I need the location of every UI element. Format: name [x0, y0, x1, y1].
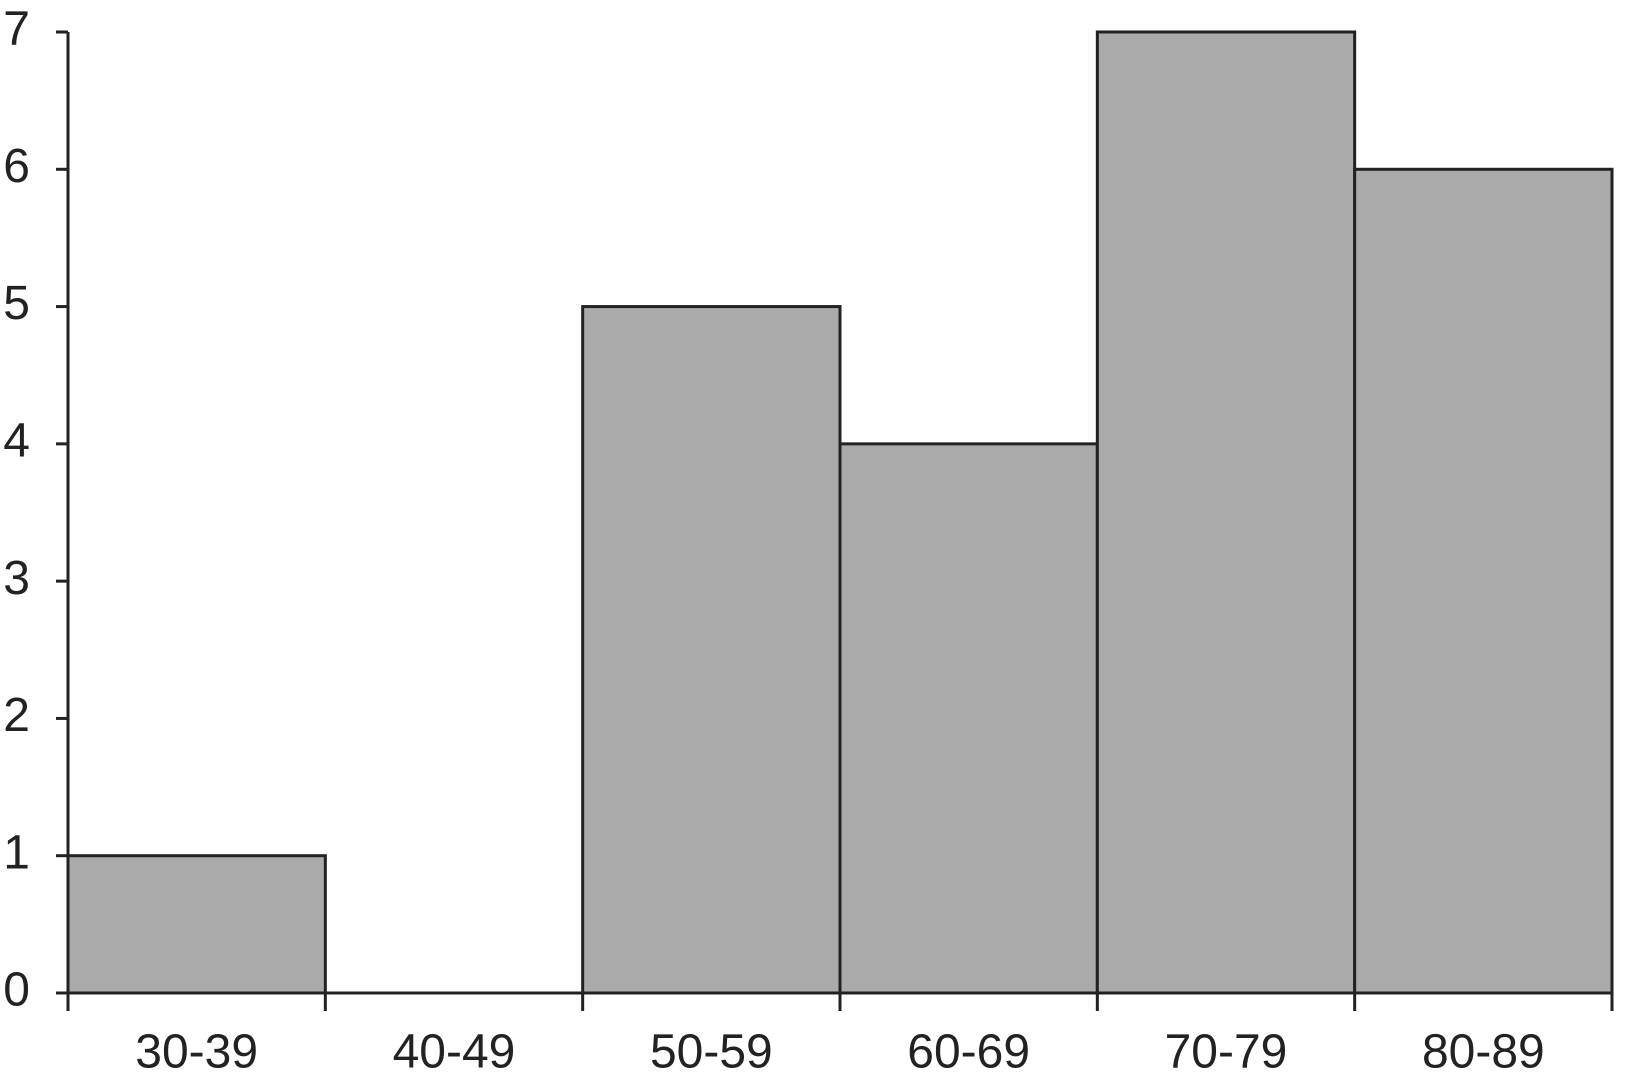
- x-tick-label: 70-79: [1165, 1026, 1288, 1079]
- bar: [838, 442, 1099, 995]
- bar: [581, 305, 842, 995]
- x-tick-label: 40-49: [393, 1026, 516, 1079]
- y-tick-label: 7: [3, 3, 30, 56]
- y-tick-label: 1: [3, 826, 30, 879]
- y-tick-label: 5: [3, 277, 30, 330]
- y-tick-label: 2: [3, 689, 30, 742]
- x-tick-label: 60-69: [907, 1026, 1030, 1079]
- x-tick-label: 30-39: [135, 1026, 258, 1079]
- x-tick-label: 80-89: [1422, 1026, 1545, 1079]
- y-tick-label: 6: [3, 140, 30, 193]
- y-tick-label: 3: [3, 552, 30, 605]
- bar: [1095, 30, 1357, 995]
- bar: [1353, 167, 1614, 995]
- y-tick-label: 0: [3, 964, 30, 1017]
- x-tick-label: 50-59: [650, 1026, 773, 1079]
- y-tick-label: 4: [3, 415, 30, 468]
- bar: [66, 854, 327, 995]
